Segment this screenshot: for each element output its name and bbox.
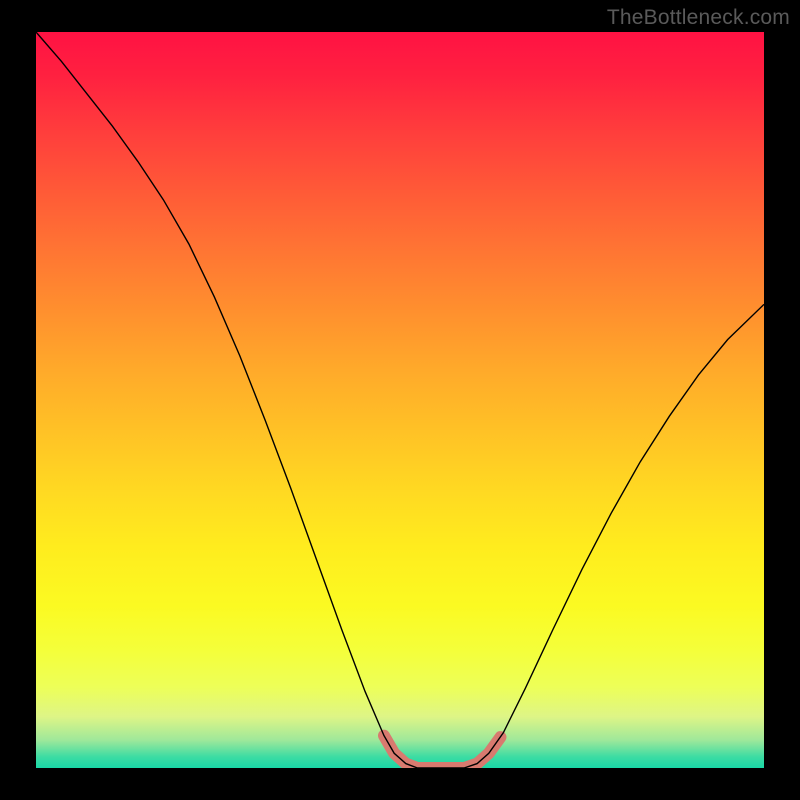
highlight-segment (384, 736, 500, 768)
bottleneck-curve (36, 32, 764, 768)
watermark-text: TheBottleneck.com (607, 6, 790, 30)
plot-area (36, 32, 764, 768)
curve-layer (36, 32, 764, 768)
chart-container: TheBottleneck.com (0, 0, 800, 800)
